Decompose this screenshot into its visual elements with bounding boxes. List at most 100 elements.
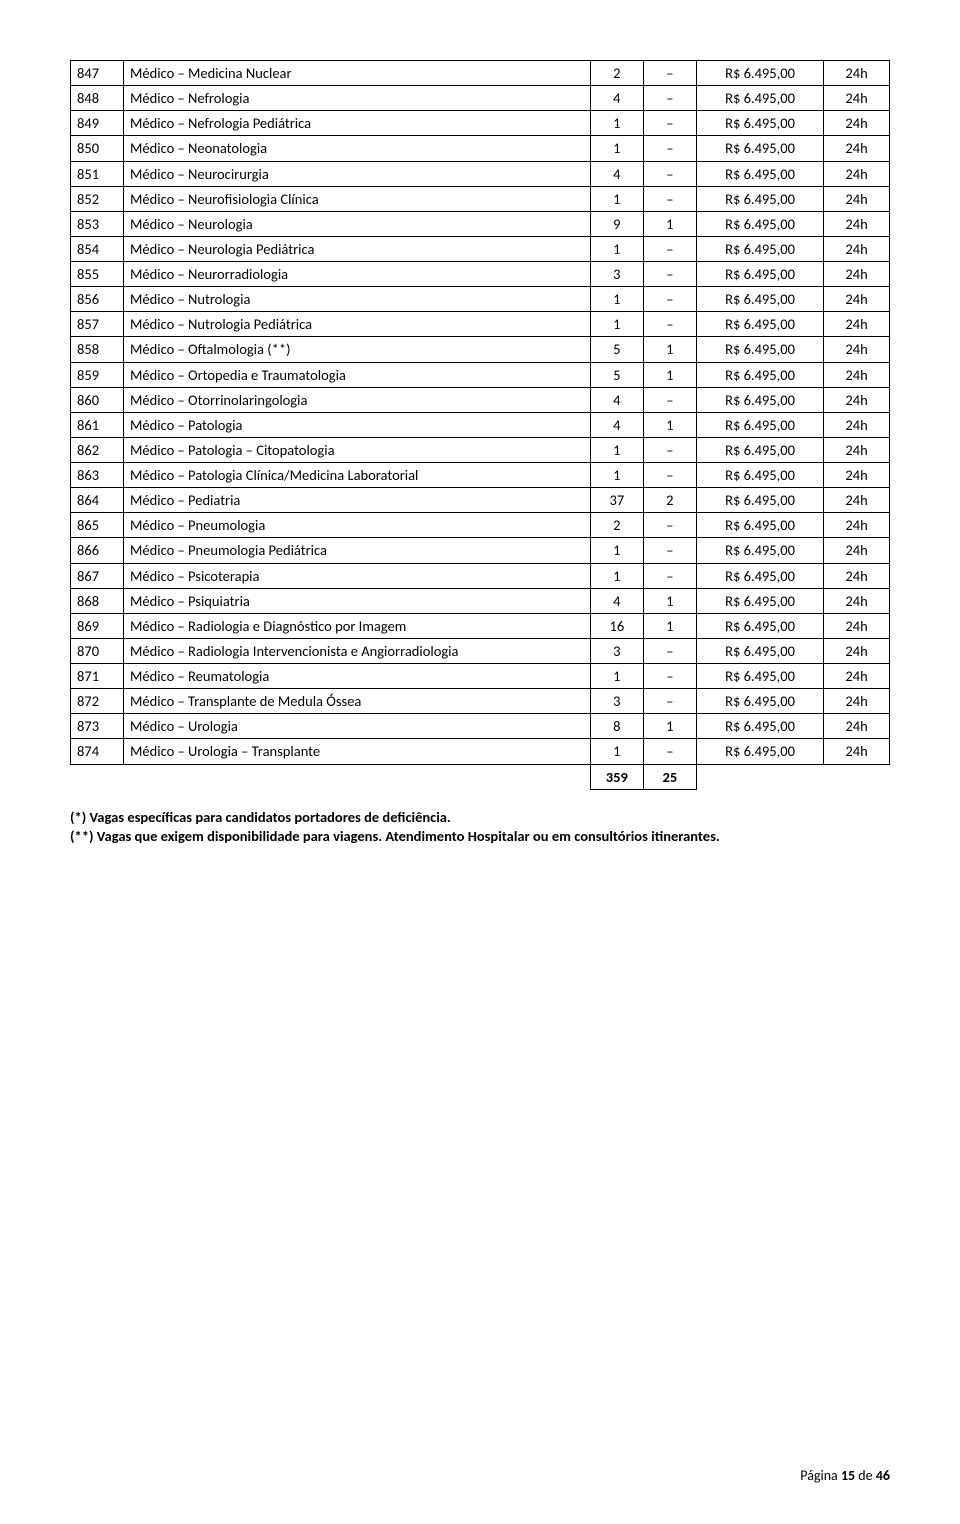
row-desc: Médico – Medicina Nuclear [124,61,591,86]
row-val: R$ 6.495,00 [696,362,823,387]
row-desc: Médico – Radiologia Intervencionista e A… [124,638,591,663]
row-val: R$ 6.495,00 [696,236,823,261]
row-q1: 5 [590,362,643,387]
row-desc: Médico – Urologia [124,714,591,739]
row-code: 861 [71,412,124,437]
row-desc: Médico – Patologia – Citopatologia [124,437,591,462]
table-row: 851Médico – Neurocirurgia4–R$ 6.495,0024… [71,161,890,186]
table-row: 870Médico – Radiologia Intervencionista … [71,638,890,663]
row-hrs: 24h [824,236,890,261]
table-row: 874Médico – Urologia – Transplante1–R$ 6… [71,739,890,764]
row-desc: Médico – Ortopedia e Traumatologia [124,362,591,387]
row-q1: 1 [590,186,643,211]
row-code: 854 [71,236,124,261]
row-hrs: 24h [824,538,890,563]
row-val: R$ 6.495,00 [696,211,823,236]
row-hrs: 24h [824,262,890,287]
row-val: R$ 6.495,00 [696,136,823,161]
row-desc: Médico – Pediatria [124,488,591,513]
table-row: 856Médico – Nutrologia1–R$ 6.495,0024h [71,287,890,312]
table-row: 859Médico – Ortopedia e Traumatologia51R… [71,362,890,387]
row-q1: 1 [590,739,643,764]
row-code: 863 [71,463,124,488]
row-code: 849 [71,111,124,136]
row-val: R$ 6.495,00 [696,739,823,764]
row-q2: – [643,312,696,337]
table-row: 865Médico – Pneumologia2–R$ 6.495,0024h [71,513,890,538]
row-desc: Médico – Oftalmologia (**) [124,337,591,362]
row-q1: 3 [590,638,643,663]
table-row: 867Médico – Psicoterapia1–R$ 6.495,0024h [71,563,890,588]
row-q2: – [643,739,696,764]
row-q2: 1 [643,362,696,387]
row-q2: – [643,689,696,714]
total-q2: 25 [643,764,696,789]
row-q2: – [643,136,696,161]
row-q2: – [643,538,696,563]
row-code: 871 [71,664,124,689]
row-code: 853 [71,211,124,236]
row-q2: – [643,463,696,488]
table-row: 869Médico – Radiologia e Diagnóstico por… [71,613,890,638]
row-desc: Médico – Patologia Clínica/Medicina Labo… [124,463,591,488]
row-code: 864 [71,488,124,513]
row-q1: 1 [590,563,643,588]
row-q2: – [643,61,696,86]
row-code: 858 [71,337,124,362]
row-desc: Médico – Reumatologia [124,664,591,689]
row-val: R$ 6.495,00 [696,689,823,714]
row-code: 865 [71,513,124,538]
row-val: R$ 6.495,00 [696,588,823,613]
row-val: R$ 6.495,00 [696,262,823,287]
row-q1: 1 [590,437,643,462]
row-val: R$ 6.495,00 [696,287,823,312]
blank [124,764,591,789]
row-desc: Médico – Neurofisiologia Clínica [124,186,591,211]
table-row: 868Médico – Psiquiatria41R$ 6.495,0024h [71,588,890,613]
row-q1: 9 [590,211,643,236]
table-row: 861Médico – Patologia41R$ 6.495,0024h [71,412,890,437]
row-q2: – [643,513,696,538]
row-q2: – [643,437,696,462]
blank [824,764,890,789]
row-desc: Médico – Pneumologia Pediátrica [124,538,591,563]
table-row: 866Médico – Pneumologia Pediátrica1–R$ 6… [71,538,890,563]
row-val: R$ 6.495,00 [696,488,823,513]
row-desc: Médico – Nutrologia [124,287,591,312]
row-q1: 2 [590,61,643,86]
row-desc: Médico – Neonatologia [124,136,591,161]
table-row: 871Médico – Reumatologia1–R$ 6.495,0024h [71,664,890,689]
row-code: 873 [71,714,124,739]
row-q1: 1 [590,463,643,488]
row-code: 860 [71,387,124,412]
table-row: 860Médico – Otorrinolaringologia4–R$ 6.4… [71,387,890,412]
row-q1: 3 [590,689,643,714]
row-val: R$ 6.495,00 [696,312,823,337]
row-hrs: 24h [824,387,890,412]
row-q1: 4 [590,588,643,613]
row-val: R$ 6.495,00 [696,538,823,563]
row-q2: 1 [643,412,696,437]
table-row: 862Médico – Patologia – Citopatologia1–R… [71,437,890,462]
row-code: 855 [71,262,124,287]
row-q2: 1 [643,211,696,236]
footnote-2: (**) Vagas que exigem disponibilidade pa… [70,827,720,845]
row-desc: Médico – Psiquiatria [124,588,591,613]
row-desc: Médico – Neurologia Pediátrica [124,236,591,261]
table-row: 863Médico – Patologia Clínica/Medicina L… [71,463,890,488]
footnote-1: (*) Vagas específicas para candidatos po… [70,808,451,826]
row-val: R$ 6.495,00 [696,513,823,538]
table-row: 864Médico – Pediatria372R$ 6.495,0024h [71,488,890,513]
row-code: 872 [71,689,124,714]
row-hrs: 24h [824,437,890,462]
row-desc: Médico – Pneumologia [124,513,591,538]
row-q2: 1 [643,337,696,362]
row-q1: 16 [590,613,643,638]
row-q2: – [643,638,696,663]
row-val: R$ 6.495,00 [696,412,823,437]
row-hrs: 24h [824,287,890,312]
row-code: 850 [71,136,124,161]
row-hrs: 24h [824,337,890,362]
total-q1: 359 [590,764,643,789]
row-code: 848 [71,86,124,111]
